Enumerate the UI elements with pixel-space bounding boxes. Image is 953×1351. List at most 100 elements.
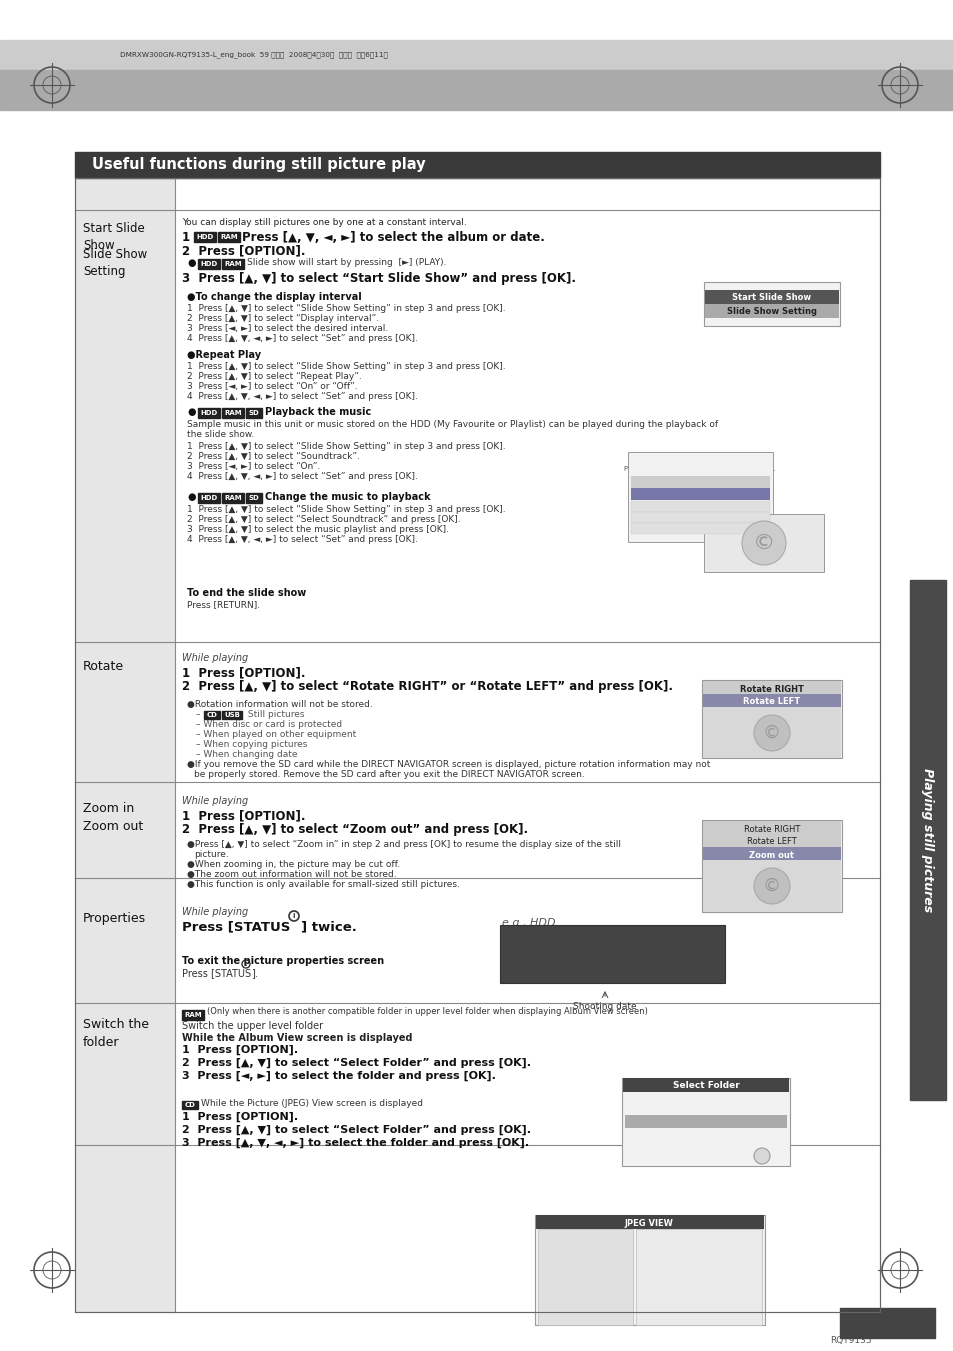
Text: Press OK to set.: Press OK to set. — [676, 1143, 736, 1152]
Bar — [704, 304, 838, 317]
Text: 03: 03 — [634, 528, 642, 534]
Text: 2  Press [▲, ▼] to select “Display interval”.: 2 Press [▲, ▼] to select “Display interv… — [187, 313, 378, 323]
Bar — [246, 493, 262, 503]
Text: HDD: HDD — [200, 261, 217, 267]
Bar — [621, 1078, 789, 1166]
Text: 1  Press [OPTION].: 1 Press [OPTION]. — [182, 809, 305, 821]
Bar — [182, 1101, 198, 1109]
Text: Date   1.1.2008             No.    3 / 9: Date 1.1.2008 No. 3 / 9 — [507, 988, 650, 997]
Bar — [204, 711, 220, 719]
Text: 4  Press [▲, ▼, ◄, ►] to select “Set” and press [OK].: 4 Press [▲, ▼, ◄, ►] to select “Set” and… — [187, 334, 417, 343]
Bar — [75, 642, 174, 782]
Text: RAM: RAM — [224, 494, 241, 501]
Text: ●When zooming in, the picture may be cut off.: ●When zooming in, the picture may be cut… — [187, 861, 399, 869]
Text: Slide Show Setting: Slide Show Setting — [726, 308, 816, 316]
Text: 01: 01 — [634, 507, 642, 512]
Text: Rotate: Rotate — [83, 661, 124, 673]
Text: ●: ● — [187, 258, 195, 267]
Text: 2  Press [▲, ▼] to select “Rotate RIGHT” or “Rotate LEFT” and press [OK].: 2 Press [▲, ▼] to select “Rotate RIGHT” … — [182, 680, 672, 693]
Text: picture.: picture. — [193, 850, 229, 859]
Text: Rotate LEFT: Rotate LEFT — [746, 838, 796, 847]
Text: Shooting date: Shooting date — [573, 1002, 637, 1011]
Text: 02: 02 — [634, 517, 642, 523]
Text: 3  Press [◄, ►] to select “On”.: 3 Press [◄, ►] to select “On”. — [187, 462, 320, 471]
Text: Start Slide Show: Start Slide Show — [732, 293, 811, 303]
Text: 2  Press [▲, ▼] to select “Zoom out” and press [OK].: 2 Press [▲, ▼] to select “Zoom out” and … — [182, 823, 528, 836]
Text: 1  Press [▲, ▼] to select “Slide Show Setting” in step 3 and press [OK].: 1 Press [▲, ▼] to select “Slide Show Set… — [187, 304, 505, 313]
Bar — [222, 493, 244, 503]
Text: 1  Press [OPTION].: 1 Press [OPTION]. — [182, 1046, 297, 1055]
Bar — [622, 1078, 788, 1092]
Text: ©: © — [752, 534, 775, 553]
Bar — [198, 493, 220, 503]
Text: 002 Cinema: 002 Cinema — [639, 1254, 676, 1259]
Text: 009 Birthdays: 009 Birthdays — [639, 1317, 682, 1323]
Bar — [218, 232, 240, 242]
Text: Rotate RIGHT: Rotate RIGHT — [743, 824, 800, 834]
Text: Press [▲, ▼, ◄, ►] to select the album or date.: Press [▲, ▼, ◄, ►] to select the album o… — [242, 231, 544, 245]
Circle shape — [753, 715, 789, 751]
Text: RQT9135: RQT9135 — [829, 1336, 871, 1344]
Bar — [198, 408, 220, 417]
Text: You can display still pictures one by one at a constant interval.: You can display still pictures one by on… — [182, 218, 466, 227]
Text: 3  Press [▲, ▼, ◄, ►] to select the folder and press [OK].: 3 Press [▲, ▼, ◄, ►] to select the folde… — [182, 1138, 529, 1148]
Text: CD: CD — [184, 1102, 195, 1108]
Text: DMRXW300GN-RQT9135-L_eng_book  59 ページ  2008年4月30日  水曜日  午後6時11分: DMRXW300GN-RQT9135-L_eng_book 59 ページ 200… — [120, 51, 388, 58]
Text: ■ Remain HDD 230:04 SP: ■ Remain HDD 230:04 SP — [507, 969, 617, 977]
Text: 2:00   01.01.2006: 2:00 01.01.2006 — [507, 958, 581, 967]
Text: 2  Press [▲, ▼] to select “Select Soundtrack” and press [OK].: 2 Press [▲, ▼] to select “Select Soundtr… — [187, 515, 460, 524]
Text: RAM: RAM — [224, 261, 241, 267]
Text: To end the slide show: To end the slide show — [187, 588, 306, 598]
Text: RAM: RAM — [224, 409, 241, 416]
Text: Folder: Folder — [685, 1235, 709, 1244]
Text: 1  Press [▲, ▼] to select “Slide Show Setting” in step 3 and press [OK].: 1 Press [▲, ▼] to select “Slide Show Set… — [187, 442, 505, 451]
Bar — [702, 821, 841, 834]
Text: i: i — [293, 913, 294, 919]
Text: ●Rotation information will not be stored.: ●Rotation information will not be stored… — [187, 700, 373, 709]
Text: Start Slide
Show: Start Slide Show — [83, 222, 145, 253]
Bar — [704, 290, 838, 304]
Bar — [75, 178, 879, 1312]
Text: Zoom in
Zoom out: Zoom in Zoom out — [83, 802, 143, 834]
Text: Press [STATUS: Press [STATUS — [182, 969, 254, 978]
Bar — [702, 694, 841, 707]
Circle shape — [753, 867, 789, 904]
Bar — [840, 1308, 934, 1337]
Text: 3  Press [◄, ►] to select the desired interval.: 3 Press [◄, ►] to select the desired int… — [187, 324, 388, 332]
Bar — [702, 847, 841, 861]
Text: Slide Show
Setting: Slide Show Setting — [83, 249, 147, 278]
Bar — [624, 1115, 786, 1128]
Bar — [182, 1011, 204, 1020]
Text: Switch the upper level folder: Switch the upper level folder — [182, 1021, 323, 1031]
Bar — [198, 259, 220, 269]
Text: i: i — [245, 962, 247, 966]
Text: While playing: While playing — [182, 796, 248, 807]
Text: – When played on other equipment: – When played on other equipment — [195, 730, 355, 739]
Circle shape — [741, 521, 785, 565]
Text: To exit the picture properties screen: To exit the picture properties screen — [182, 957, 384, 966]
Bar — [909, 580, 945, 1100]
Text: 008 Animals: 008 Animals — [639, 1308, 677, 1313]
Text: Rotate RIGHT: Rotate RIGHT — [740, 685, 803, 693]
Text: 2  Press [▲, ▼] to select “Select Folder” and press [OK].: 2 Press [▲, ▼] to select “Select Folder”… — [182, 1058, 531, 1069]
Text: Properties: Properties — [83, 912, 146, 925]
Text: ].: ]. — [251, 969, 257, 978]
Text: JPEG VIEW: JPEG VIEW — [624, 1219, 673, 1228]
Bar — [702, 681, 841, 694]
Bar — [537, 1229, 633, 1325]
Bar — [636, 1229, 761, 1325]
Text: Please select music playlist for soundtrack.: Please select music playlist for soundtr… — [623, 466, 775, 471]
Bar — [630, 501, 769, 512]
Bar — [75, 178, 174, 209]
Text: Select Soundtrack: Select Soundtrack — [656, 457, 742, 465]
Text: HDD: HDD — [200, 409, 217, 416]
Text: 1  Press [▲, ▼] to select “Slide Show Setting” in step 3 and press [OK].: 1 Press [▲, ▼] to select “Slide Show Set… — [187, 362, 505, 372]
Text: – When changing date: – When changing date — [195, 750, 297, 759]
Text: While playing: While playing — [182, 907, 248, 917]
Text: HDD: HDD — [200, 494, 217, 501]
Bar — [0, 70, 953, 109]
Bar — [630, 523, 769, 534]
Text: – When copying pictures: – When copying pictures — [195, 740, 307, 748]
Text: Playing still pictures: Playing still pictures — [921, 767, 934, 912]
Text: 004 Categories: 004 Categories — [639, 1273, 686, 1277]
